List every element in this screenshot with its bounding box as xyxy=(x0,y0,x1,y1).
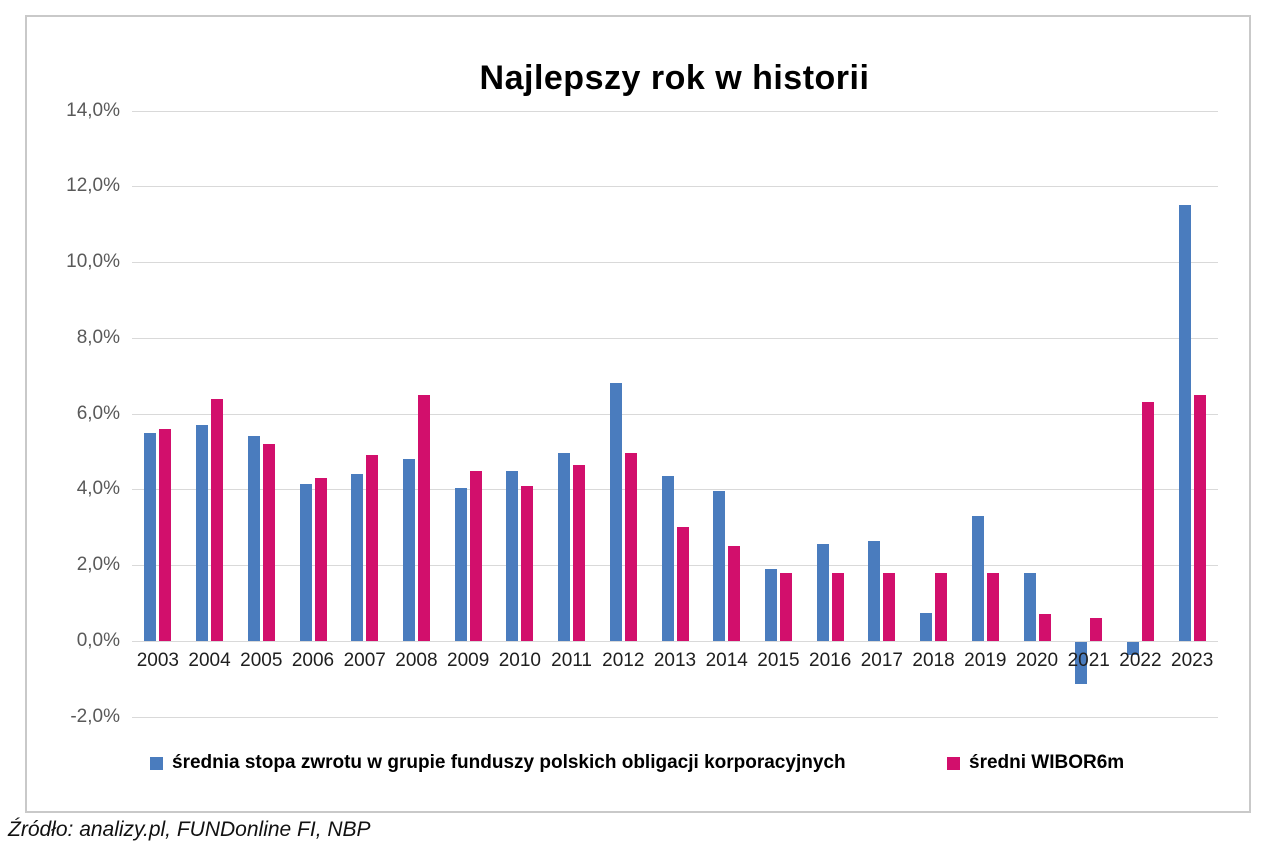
bar-wibor-2011 xyxy=(573,464,586,641)
plot-area: 14,0% 12,0% 10,0% 8,0% 6,0% 4,0% 2,0% 0,0% -2,0%… xyxy=(27,17,1249,811)
bar-funds-2023 xyxy=(1178,205,1191,641)
bar-wibor-2023 xyxy=(1193,394,1206,641)
gridline xyxy=(132,262,1218,264)
bar-wibor-2003 xyxy=(159,428,172,641)
bar-funds-2015 xyxy=(764,569,777,641)
gridline xyxy=(132,641,1218,642)
chart-title: Najlepszy rok w historii xyxy=(479,59,870,97)
x-axis-label: 2019 xyxy=(964,650,1007,671)
legend-label-funds: średnia stopa zwrotu w grupie funduszy p… xyxy=(172,752,846,773)
y-axis-label: 2,0% xyxy=(76,554,120,576)
bar-funds-2004 xyxy=(196,425,209,641)
bar-funds-2005 xyxy=(247,436,260,641)
bar-wibor-2012 xyxy=(624,453,637,641)
bar-wibor-2017 xyxy=(883,572,896,641)
bar-funds-2019 xyxy=(971,515,984,641)
bar-wibor-2015 xyxy=(779,572,792,641)
x-axis-label: 2006 xyxy=(291,650,335,671)
bar-wibor-2007 xyxy=(366,455,379,641)
bar-funds-2012 xyxy=(609,383,622,641)
bar-funds-2006 xyxy=(299,483,312,641)
x-axis-label: 2011 xyxy=(551,650,592,671)
gridline xyxy=(132,716,1218,718)
x-axis-label: 2009 xyxy=(447,650,490,671)
x-axis-label: 2010 xyxy=(498,650,541,671)
source-note: Źródło: analizy.pl, FUNDonline FI, NBP xyxy=(8,818,371,841)
legend-swatch-wibor xyxy=(947,756,960,770)
x-axis-label: 2003 xyxy=(136,650,179,671)
bar-wibor-2020 xyxy=(1038,614,1051,641)
bar-funds-2020 xyxy=(1023,572,1036,641)
x-axis-label: 2021 xyxy=(1067,650,1110,671)
chart-container: Najlepszy rok w historii 14,0% 12,0% 10,0%… xyxy=(25,15,1251,813)
bar-wibor-2009 xyxy=(469,470,482,641)
x-axis-label: 2008 xyxy=(395,650,438,671)
bar-funds-2013 xyxy=(661,476,674,641)
legend-item-funds: średnia stopa zwrotu w grupie funduszy p… xyxy=(150,752,846,774)
y-axis-label: 10,0% xyxy=(66,251,120,273)
bar-wibor-2008 xyxy=(417,394,430,641)
x-axis-label: 2007 xyxy=(343,650,386,671)
bar-wibor-2016 xyxy=(831,572,844,641)
legend-swatch-funds xyxy=(150,756,163,770)
x-axis-label: 2013 xyxy=(653,650,697,671)
bar-wibor-2022 xyxy=(1141,402,1154,641)
bar-funds-2016 xyxy=(816,544,829,641)
bar-funds-2003 xyxy=(144,432,157,641)
y-axis-label: 6,0% xyxy=(76,402,120,424)
x-axis-label: 2004 xyxy=(188,650,231,671)
x-axis-label: 2016 xyxy=(809,650,852,671)
bar-wibor-2005 xyxy=(262,444,275,641)
gridline xyxy=(132,110,1218,112)
y-axis-label: 14,0% xyxy=(66,99,120,121)
y-axis-label: 4,0% xyxy=(76,478,120,500)
bar-wibor-2018 xyxy=(935,572,948,641)
bar-funds-2021 xyxy=(1075,642,1088,684)
bar-funds-2009 xyxy=(454,487,467,641)
gridline xyxy=(132,489,1218,491)
bar-wibor-2010 xyxy=(521,485,534,641)
x-axis-label: 2014 xyxy=(705,650,748,671)
bar-funds-2018 xyxy=(920,612,933,641)
bar-funds-2011 xyxy=(558,453,571,641)
x-axis-label: 2020 xyxy=(1015,650,1059,671)
x-axis-label: 2018 xyxy=(912,650,955,671)
bar-funds-2022 xyxy=(1126,642,1139,656)
bar-wibor-2021 xyxy=(1090,618,1103,641)
bar-funds-2017 xyxy=(868,540,881,641)
x-axis-label: 2022 xyxy=(1119,650,1162,671)
y-axis-label: 0,0% xyxy=(76,630,120,651)
x-axis-label: 2005 xyxy=(240,650,283,671)
legend-item-wibor: średni WIBOR6m xyxy=(947,752,1124,774)
y-axis-label: 8,0% xyxy=(76,326,120,348)
bar-wibor-2014 xyxy=(728,546,741,641)
bar-funds-2010 xyxy=(506,470,519,641)
bar-funds-2014 xyxy=(713,491,726,641)
x-axis-label: 2012 xyxy=(602,650,645,671)
legend-label-wibor: średni WIBOR6m xyxy=(969,752,1125,773)
gridline xyxy=(132,186,1218,188)
gridline xyxy=(132,337,1218,339)
bar-wibor-2013 xyxy=(676,527,689,641)
bar-wibor-2004 xyxy=(211,398,224,641)
bar-wibor-2019 xyxy=(986,572,999,641)
x-axis-label: 2023 xyxy=(1171,650,1214,671)
y-axis-label: -2,0% xyxy=(70,705,120,727)
bar-funds-2007 xyxy=(351,474,364,641)
x-axis-label: 2015 xyxy=(757,650,800,671)
gridline xyxy=(132,565,1218,567)
bar-funds-2008 xyxy=(402,459,415,641)
x-axis-label: 2017 xyxy=(860,650,903,671)
gridline xyxy=(132,413,1218,415)
bar-wibor-2006 xyxy=(314,478,327,641)
y-axis-label: 12,0% xyxy=(66,175,120,197)
